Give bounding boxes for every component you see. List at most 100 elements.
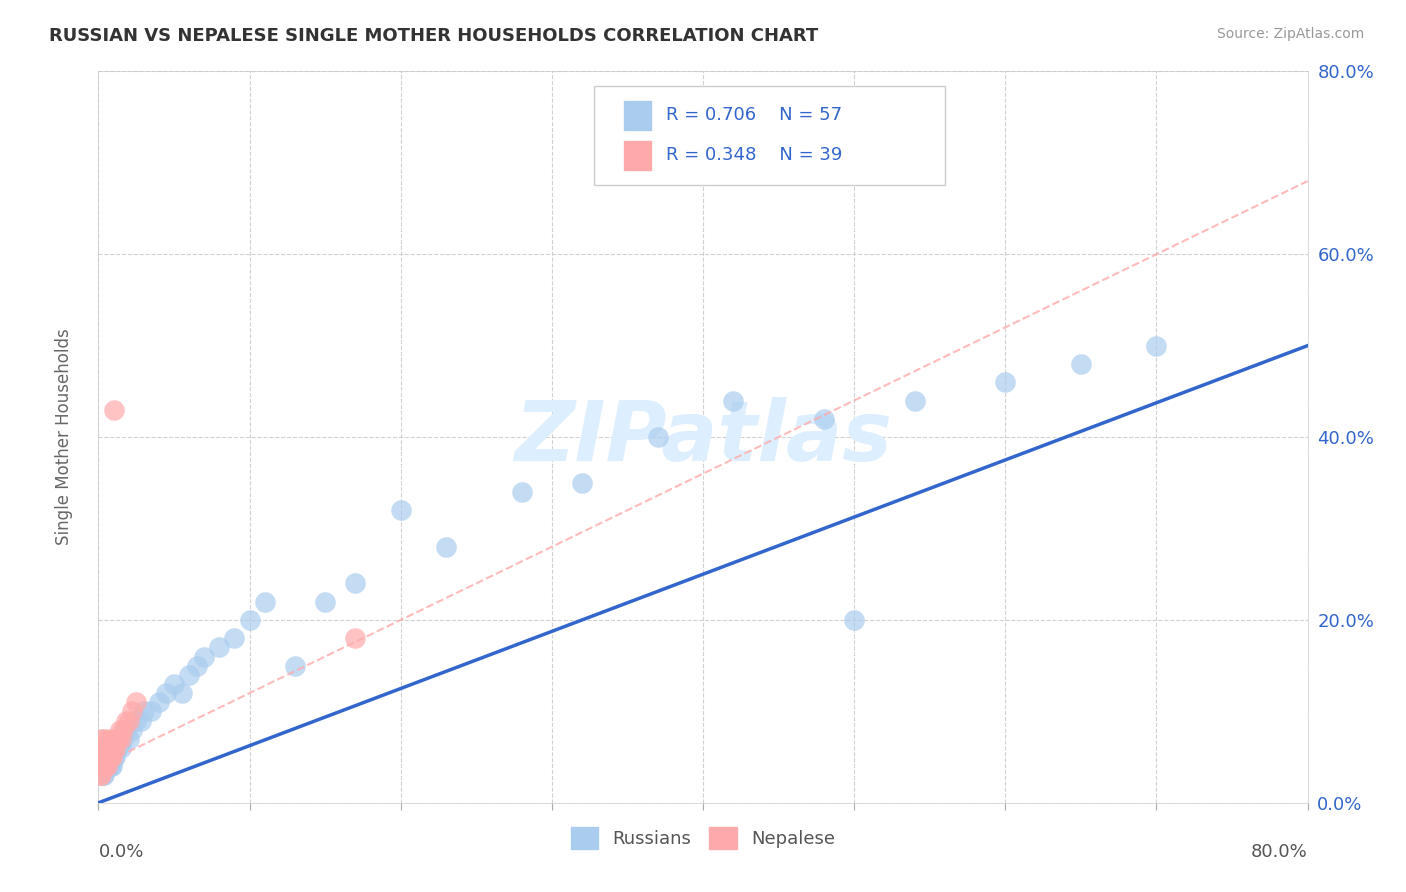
Point [94, 759, 117, 773]
Point [94, 750, 117, 764]
Point [93, 731, 115, 746]
Point [91, 759, 114, 773]
Point [98, 759, 121, 773]
Point [994, 375, 1017, 389]
Point [96, 740, 118, 755]
Point [90, 750, 112, 764]
Point [100, 759, 122, 773]
Point [94, 759, 117, 773]
Point [90, 750, 112, 764]
Point [103, 731, 125, 746]
Point [121, 705, 143, 719]
Y-axis label: Single Mother Households: Single Mother Households [55, 329, 73, 545]
Point [186, 658, 208, 673]
Point [90, 768, 112, 782]
Point [239, 613, 262, 627]
Point [110, 731, 132, 746]
Point [114, 714, 136, 728]
Point [344, 576, 367, 591]
Point [98, 731, 121, 746]
Point [389, 503, 412, 517]
Point [96, 759, 118, 773]
Point [904, 393, 927, 408]
Point [90, 740, 112, 755]
Point [104, 740, 127, 755]
Point [163, 677, 186, 691]
Point [94, 750, 117, 764]
Point [105, 740, 128, 755]
Point [224, 632, 246, 646]
Point [111, 723, 134, 737]
Point [844, 613, 866, 627]
Bar [624, 101, 651, 130]
Point [89, 759, 111, 773]
Point [155, 686, 177, 700]
Point [96, 759, 118, 773]
Text: 80.0%: 80.0% [1251, 843, 1308, 861]
Point [148, 695, 170, 709]
Point [110, 740, 132, 755]
Point [170, 686, 193, 700]
Point [434, 540, 457, 554]
Point [571, 475, 593, 490]
Point [89, 740, 111, 755]
Point [108, 723, 131, 737]
Point [90, 731, 112, 746]
Point [125, 714, 148, 728]
Point [107, 731, 129, 746]
Point [118, 731, 141, 746]
Point [1144, 338, 1167, 352]
Point [103, 402, 125, 417]
Bar [624, 141, 651, 170]
Text: R = 0.348    N = 39: R = 0.348 N = 39 [665, 146, 842, 164]
Point [179, 667, 201, 681]
Point [208, 640, 231, 655]
Point [111, 731, 134, 746]
Point [344, 632, 367, 646]
Point [90, 759, 112, 773]
Point [89, 768, 111, 782]
Point [193, 649, 215, 664]
Point [103, 740, 125, 755]
Point [1070, 357, 1092, 371]
Point [284, 658, 307, 673]
Point [129, 714, 152, 728]
Point [103, 740, 125, 755]
Point [93, 768, 115, 782]
Point [647, 430, 669, 444]
Text: 0.0%: 0.0% [98, 843, 143, 861]
Point [101, 759, 124, 773]
Point [91, 768, 114, 782]
Point [98, 750, 121, 764]
Text: RUSSIAN VS NEPALESE SINGLE MOTHER HOUSEHOLDS CORRELATION CHART: RUSSIAN VS NEPALESE SINGLE MOTHER HOUSEH… [49, 27, 818, 45]
Point [91, 740, 114, 755]
Point [104, 750, 127, 764]
Point [93, 759, 115, 773]
Point [98, 750, 121, 764]
Point [103, 750, 125, 764]
Point [101, 750, 124, 764]
Text: ZIPatlas: ZIPatlas [515, 397, 891, 477]
Point [132, 705, 155, 719]
Point [90, 759, 112, 773]
Point [125, 695, 148, 709]
Point [91, 750, 114, 764]
Point [94, 740, 117, 755]
Text: Source: ZipAtlas.com: Source: ZipAtlas.com [1216, 27, 1364, 41]
Point [100, 740, 122, 755]
Point [314, 594, 336, 608]
Point [108, 731, 131, 746]
Point [107, 740, 129, 755]
Legend: Russians, Nepalese: Russians, Nepalese [564, 820, 842, 856]
Point [96, 750, 118, 764]
Point [89, 768, 111, 782]
Point [89, 750, 111, 764]
Point [118, 714, 141, 728]
Point [141, 705, 163, 719]
FancyBboxPatch shape [595, 86, 945, 185]
Point [93, 750, 115, 764]
Point [93, 750, 115, 764]
Point [91, 759, 114, 773]
Point [100, 750, 122, 764]
Point [813, 412, 835, 426]
